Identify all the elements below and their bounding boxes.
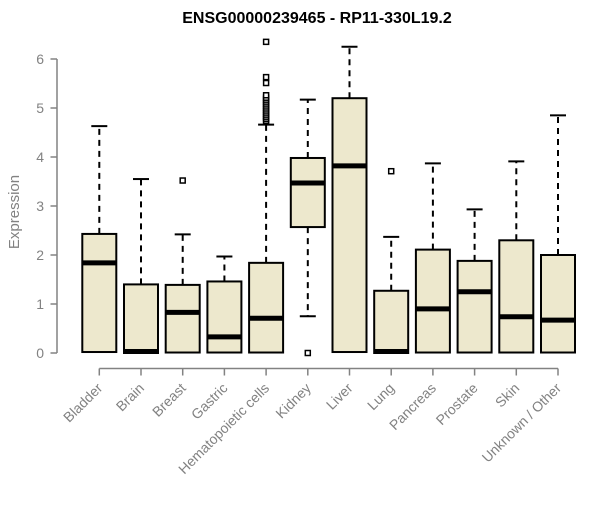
y-axis-tick-label-2: 2 [36,247,44,263]
boxplot-group-gastric [206,255,243,354]
outlier-breast-0 [179,177,186,184]
boxplot-group-skin [498,160,535,354]
outlier-hematopoietic-cells-13 [262,92,270,99]
chart-title: ENSG00000239465 - RP11-330L19.2 [182,10,452,27]
boxplot-group-hematopoietic-cells [248,38,285,354]
boxplot-group-brain [123,178,159,355]
x-axis-tick-label-prostate: Prostate [433,380,481,428]
box-gastric [206,280,243,354]
y-axis-tick-label-0: 0 [36,345,44,361]
y-axis-tick-label-5: 5 [36,100,44,116]
box-pancreas [414,248,451,354]
box-hematopoietic-cells [248,261,285,354]
y-axis-tick-label-4: 4 [36,149,44,165]
x-axis-tick-label-liver: Liver [323,380,356,413]
y-axis-tick-label-3: 3 [36,198,44,214]
x-axis-tick-label-breast: Breast [149,380,189,420]
outlier-lung-0 [387,167,395,175]
box-brain [123,283,159,354]
outlier-hematopoietic-cells-16 [262,38,270,46]
y-axis-tick-label-1: 1 [36,296,44,312]
y-axis-tick-label-6: 6 [36,51,44,67]
box-bladder [81,232,118,354]
boxplot-group-liver [331,45,368,354]
x-axis-tick-label-skin: Skin [492,380,523,411]
boxplot-group-bladder [81,125,118,354]
boxplot-group-prostate [456,208,493,354]
outlier-kidney-0 [304,349,312,357]
boxplot-group-unknown-other [540,114,576,354]
box-prostate [456,259,493,354]
outlier-hematopoietic-cells-14 [262,79,270,87]
box-breast [164,283,201,354]
y-axis-title: Expression [6,175,23,249]
box-skin [498,239,535,354]
box-unknown-other [540,254,576,354]
boxplot-group-kidney [289,98,326,357]
box-liver [331,97,368,354]
x-axis-tick-label-brain: Brain [113,380,147,414]
x-axis-tick-label-kidney: Kidney [272,380,314,422]
box-kidney [289,156,326,229]
box-lung [373,289,410,354]
boxplot-group-breast [164,177,201,354]
x-axis-tick-label-lung: Lung [364,380,397,413]
x-axis-tick-label-unknown-other: Unknown / Other [479,380,565,466]
boxplot-group-lung [373,167,410,355]
x-axis-tick-label-bladder: Bladder [60,380,106,426]
outlier-hematopoietic-cells-15 [262,73,270,81]
boxplot-group-pancreas [414,162,451,354]
